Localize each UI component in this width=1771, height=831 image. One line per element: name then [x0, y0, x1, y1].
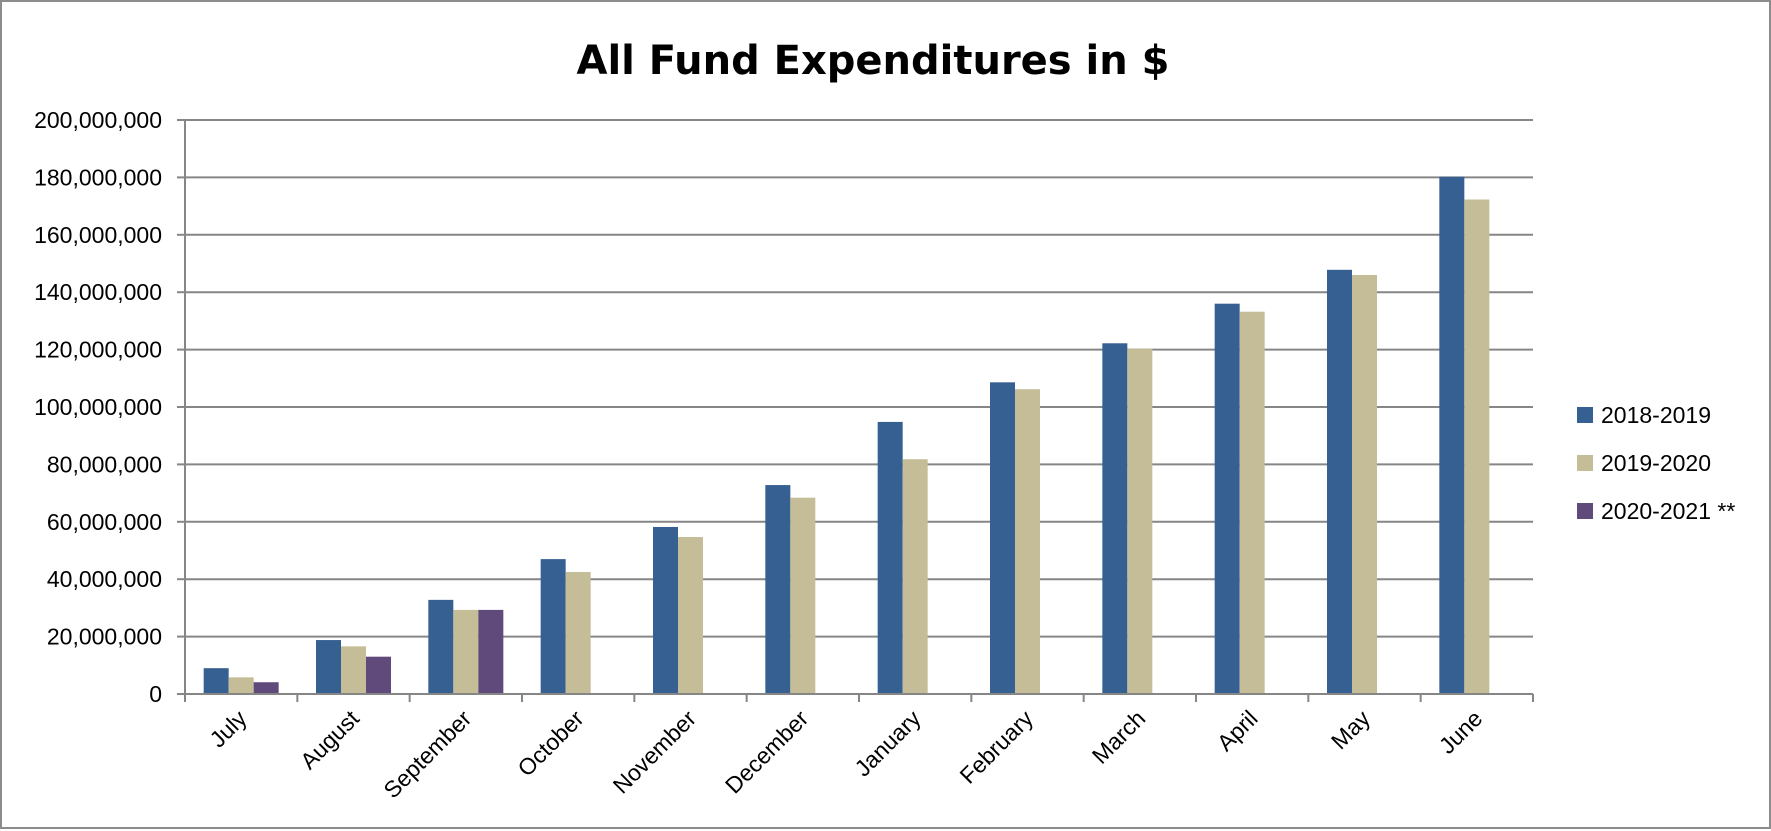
- bar-2018-2019-july: [203, 668, 229, 694]
- bar-2019-2020-february: [1015, 389, 1040, 694]
- x-tick-label: March: [1087, 705, 1151, 769]
- legend: 2018-2019 2019-2020 2020-2021 **: [1577, 402, 1735, 524]
- y-tick-label: 140,000,000: [34, 279, 162, 305]
- bar-2019-2020-april: [1239, 311, 1265, 694]
- x-tick-label: February: [955, 705, 1039, 789]
- bar-2019-2020-june: [1464, 199, 1490, 694]
- bar-2020-2021-july: [253, 682, 279, 694]
- bar-2020-2021-september: [478, 609, 504, 694]
- bar-2018-2019-may: [1327, 269, 1352, 694]
- bars: [203, 176, 1490, 695]
- legend-swatch: [1577, 455, 1593, 471]
- x-tick-label: August: [295, 705, 364, 774]
- axes: [177, 119, 1534, 702]
- bar-2019-2020-december: [790, 497, 816, 694]
- bar-2018-2019-august: [316, 640, 341, 694]
- bar-2019-2020-july: [228, 677, 254, 694]
- chart-title: All Fund Expenditures in $: [577, 38, 1170, 84]
- bar-2018-2019-february: [990, 382, 1015, 694]
- x-tick-label: January: [849, 705, 926, 782]
- x-tick-label: September: [378, 705, 476, 803]
- bar-2019-2020-september: [453, 609, 479, 694]
- x-tick-label: April: [1212, 705, 1263, 756]
- legend-label: 2018-2019: [1601, 402, 1711, 428]
- y-tick-label: 20,000,000: [47, 624, 162, 650]
- x-tick-label: December: [720, 705, 814, 799]
- bar-2020-2021-august: [366, 656, 391, 694]
- y-tick-label: 40,000,000: [47, 566, 162, 592]
- bar-2019-2020-may: [1352, 274, 1377, 694]
- legend-label: 2019-2020: [1601, 450, 1711, 476]
- y-axis-tick-labels: 0 20,000,000 40,000,000 60,000,000 80,000,00…: [34, 107, 162, 707]
- bar-2018-2019-october: [540, 559, 566, 694]
- bar-2018-2019-march: [1102, 343, 1128, 694]
- bar-2019-2020-january: [902, 459, 928, 694]
- x-tick-label: July: [204, 705, 252, 753]
- legend-swatch: [1577, 407, 1593, 423]
- y-tick-label: 80,000,000: [47, 451, 162, 477]
- legend-swatch: [1577, 503, 1593, 519]
- x-tick-label: June: [1434, 705, 1488, 759]
- bar-2018-2019-september: [428, 599, 454, 694]
- y-tick-label: 120,000,000: [34, 337, 162, 363]
- y-tick-label: 100,000,000: [34, 394, 162, 420]
- legend-label: 2020-2021 **: [1601, 498, 1735, 524]
- y-tick-label: 200,000,000: [34, 107, 162, 133]
- y-tick-label: 0: [149, 681, 162, 707]
- y-tick-label: 180,000,000: [34, 164, 162, 190]
- bar-2019-2020-august: [341, 646, 366, 694]
- bar-2018-2019-november: [653, 526, 678, 694]
- gridlines: [185, 119, 1533, 638]
- x-tick-label: May: [1326, 705, 1375, 754]
- bar-2018-2019-december: [765, 485, 791, 694]
- x-tick-label: November: [608, 705, 702, 799]
- y-tick-label: 60,000,000: [47, 509, 162, 535]
- y-tick-label: 160,000,000: [34, 222, 162, 248]
- bar-2018-2019-january: [877, 421, 903, 694]
- bar-2019-2020-march: [1127, 348, 1153, 694]
- bar-2019-2020-november: [678, 537, 703, 694]
- bar-2018-2019-april: [1214, 303, 1240, 694]
- x-tick-label: October: [512, 705, 588, 781]
- x-axis-tick-labels: July August September October November Decemb…: [204, 705, 1487, 803]
- bar-2019-2020-october: [565, 572, 591, 694]
- bar-2018-2019-june: [1439, 176, 1465, 695]
